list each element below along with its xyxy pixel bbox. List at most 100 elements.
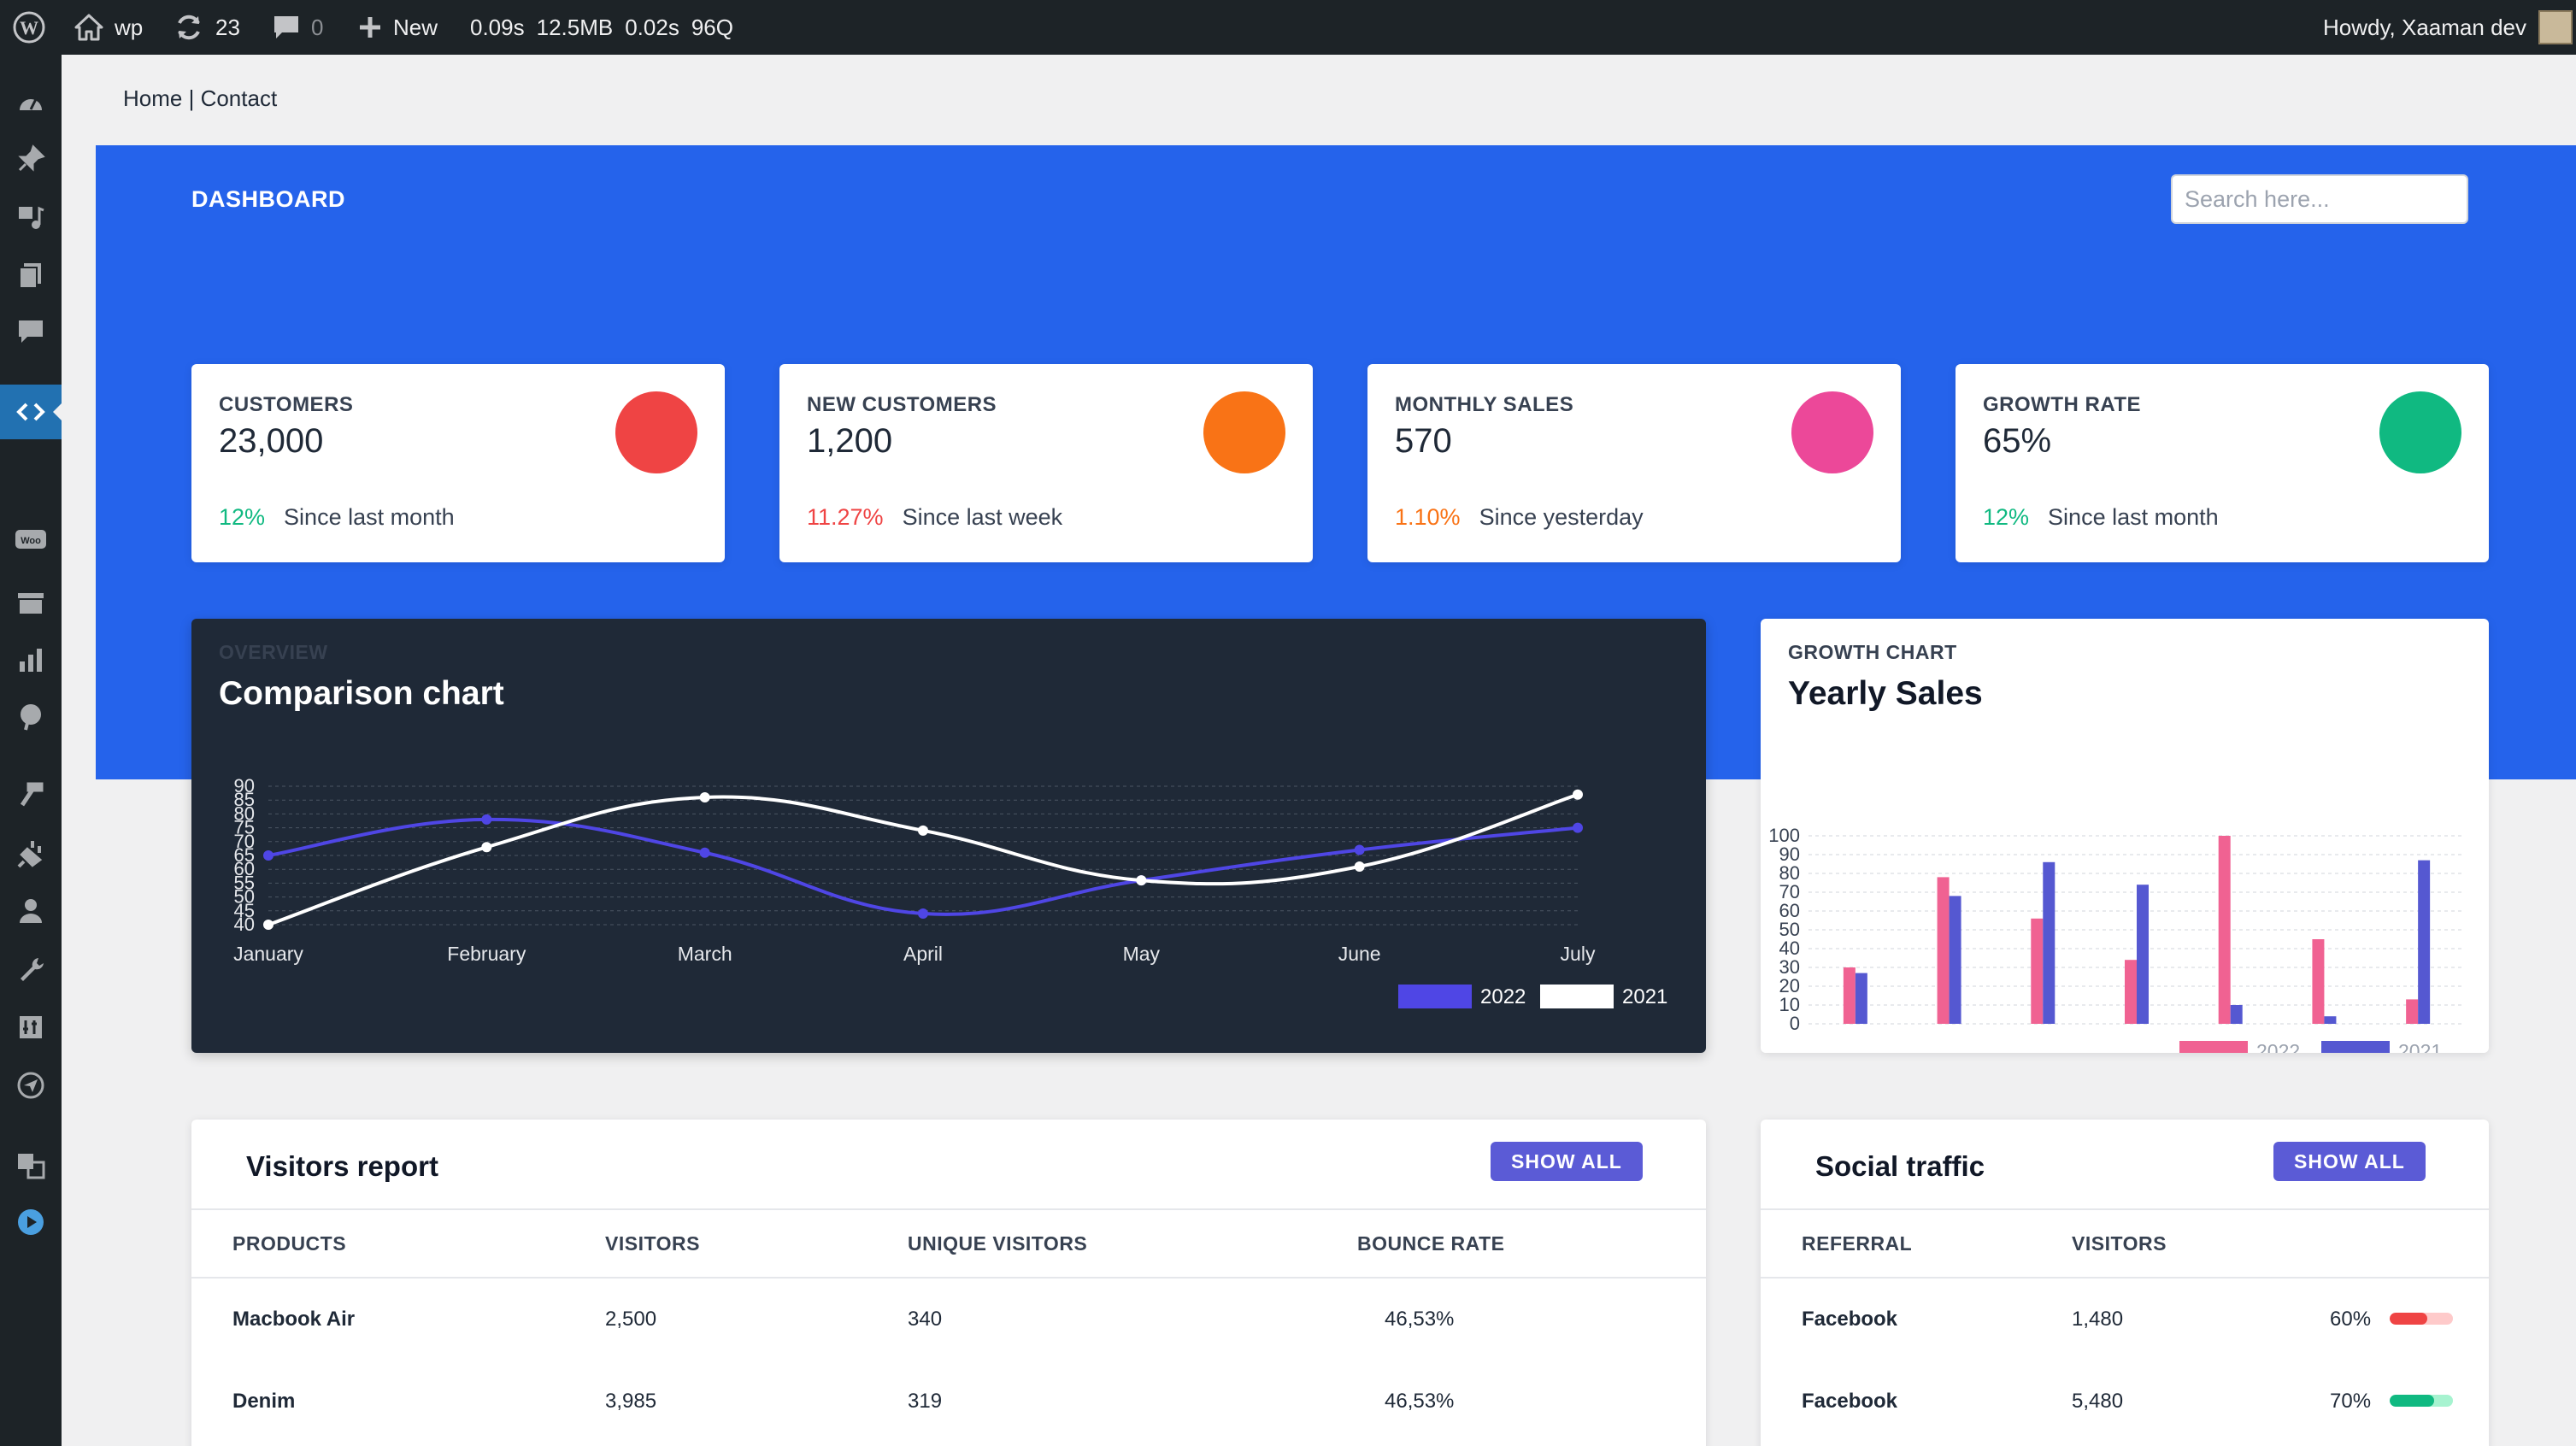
megaphone-icon[interactable] bbox=[0, 689, 62, 744]
stat-change: 12% bbox=[1983, 504, 2030, 530]
svg-text:Woo: Woo bbox=[21, 536, 41, 546]
admin-bar: W wp 23 0 New 0.09s 12.5MB 0.02s 96Q bbox=[0, 0, 2576, 55]
stat-value: 1,200 bbox=[807, 422, 893, 460]
y-tick-label: 20 bbox=[1779, 975, 1800, 996]
referral-name: Facebook bbox=[1802, 1308, 1898, 1331]
bar-2021 bbox=[2418, 860, 2431, 1024]
x-tick-label: May bbox=[1123, 943, 1161, 965]
bar-2021 bbox=[1949, 896, 1961, 1024]
y-tick-label: 65 bbox=[234, 844, 255, 866]
play-icon[interactable] bbox=[0, 1195, 62, 1249]
data-point bbox=[263, 850, 273, 861]
y-tick-label: 50 bbox=[234, 886, 255, 908]
account-menu[interactable]: Howdy, Xaaman dev bbox=[2323, 0, 2576, 55]
pin-icon[interactable] bbox=[0, 132, 62, 186]
bar-2022 bbox=[1937, 877, 1950, 1024]
site-menu[interactable]: wp bbox=[74, 0, 143, 55]
hammer-icon[interactable] bbox=[0, 767, 62, 822]
data-point bbox=[263, 920, 273, 930]
bar-2022 bbox=[2218, 836, 2231, 1024]
legend-label: 2021 bbox=[2398, 1040, 2442, 1053]
y-tick-label: 75 bbox=[234, 817, 255, 838]
page-title: DASHBOARD bbox=[191, 186, 345, 212]
data-point bbox=[1573, 822, 1583, 833]
y-tick-label: 70 bbox=[234, 831, 255, 852]
legend-swatch bbox=[2179, 1041, 2248, 1053]
users-icon[interactable] bbox=[0, 884, 62, 938]
plugins-icon[interactable] bbox=[0, 826, 62, 880]
admin-sidebar: Woo bbox=[0, 55, 62, 1446]
bar-2021 bbox=[2137, 885, 2149, 1024]
plus-icon bbox=[360, 17, 380, 38]
archive-icon[interactable] bbox=[0, 576, 62, 631]
unique-visitors-value: 319 bbox=[908, 1390, 943, 1413]
dashboard-icon[interactable] bbox=[0, 75, 62, 130]
y-tick-label: 80 bbox=[234, 802, 255, 824]
updates-menu[interactable]: 23 bbox=[173, 0, 240, 55]
legend-swatch bbox=[1540, 985, 1614, 1008]
bar-2022 bbox=[2125, 960, 2137, 1024]
media-icon[interactable] bbox=[0, 190, 62, 244]
social-show-all-button[interactable]: SHOW ALL bbox=[2273, 1142, 2426, 1181]
refresh-icon bbox=[178, 15, 200, 40]
progress-bar bbox=[2390, 1395, 2453, 1407]
breadcrumb-contact-link[interactable]: Contact bbox=[200, 85, 278, 111]
visitors-value: 2,500 bbox=[605, 1308, 657, 1331]
progress-bar bbox=[2390, 1313, 2453, 1325]
stat-circle bbox=[615, 391, 697, 473]
divider bbox=[191, 1277, 1706, 1278]
wordpress-logo[interactable]: W bbox=[12, 0, 46, 55]
y-tick-label: 30 bbox=[1779, 956, 1800, 978]
analytics-icon[interactable] bbox=[0, 632, 62, 687]
comments-menu[interactable]: 0 bbox=[272, 0, 323, 55]
data-point bbox=[699, 847, 710, 858]
data-point bbox=[699, 791, 710, 802]
legend-swatch bbox=[2321, 1041, 2390, 1053]
pages-icon[interactable] bbox=[0, 248, 62, 303]
bar-2021 bbox=[2324, 1016, 2337, 1024]
stat-label: GROWTH RATE bbox=[1983, 393, 2142, 416]
stat-label: MONTHLY SALES bbox=[1395, 393, 1574, 416]
send-icon[interactable] bbox=[0, 1058, 62, 1113]
stat-period: Since last month bbox=[284, 504, 455, 530]
query-monitor[interactable]: 0.09s 12.5MB 0.02s 96Q bbox=[470, 0, 733, 55]
db-time: 0.02s bbox=[625, 14, 679, 40]
y-tick-label: 40 bbox=[1779, 938, 1800, 959]
stat-label: NEW CUSTOMERS bbox=[807, 393, 997, 416]
chart-overline: OVERVIEW bbox=[219, 641, 328, 663]
stat-circle bbox=[1791, 391, 1873, 473]
data-point bbox=[481, 814, 492, 825]
column-header: REFERRAL bbox=[1802, 1232, 1913, 1255]
breadcrumb-home-link[interactable]: Home bbox=[123, 85, 183, 111]
data-point bbox=[918, 908, 928, 920]
chart-title: Comparison chart bbox=[219, 675, 504, 712]
series-line-2021 bbox=[268, 792, 1579, 926]
visitors-show-all-button[interactable]: SHOW ALL bbox=[1491, 1142, 1643, 1181]
code-icon[interactable] bbox=[0, 385, 62, 439]
settings-icon[interactable] bbox=[0, 1000, 62, 1055]
search-input[interactable] bbox=[2171, 174, 2468, 224]
referral-name: Facebook bbox=[1802, 1390, 1898, 1413]
data-point bbox=[1136, 875, 1147, 886]
bar-2022 bbox=[2312, 939, 2325, 1024]
new-content-menu[interactable]: New bbox=[357, 0, 438, 55]
home-icon bbox=[74, 14, 103, 41]
translate-icon[interactable] bbox=[0, 1138, 62, 1193]
bar-2022 bbox=[2406, 999, 2419, 1024]
data-point bbox=[481, 842, 492, 853]
stat-card-customers: CUSTOMERS 23,000 12% Since last month bbox=[191, 364, 725, 562]
stat-period: Since yesterday bbox=[1479, 504, 1644, 530]
bar-2021 bbox=[2043, 861, 2056, 1024]
stat-change: 12% bbox=[219, 504, 266, 530]
updates-count: 23 bbox=[215, 14, 240, 40]
comments-icon[interactable] bbox=[0, 304, 62, 359]
y-tick-label: 10 bbox=[1779, 994, 1800, 1015]
page-time: 0.09s bbox=[470, 14, 525, 40]
y-tick-label: 60 bbox=[234, 858, 255, 879]
panel-title: Visitors report bbox=[246, 1150, 438, 1182]
y-tick-label: 55 bbox=[234, 872, 255, 893]
tools-icon[interactable] bbox=[0, 942, 62, 996]
woo-icon[interactable]: Woo bbox=[0, 513, 62, 567]
site-name: wp bbox=[115, 14, 144, 40]
